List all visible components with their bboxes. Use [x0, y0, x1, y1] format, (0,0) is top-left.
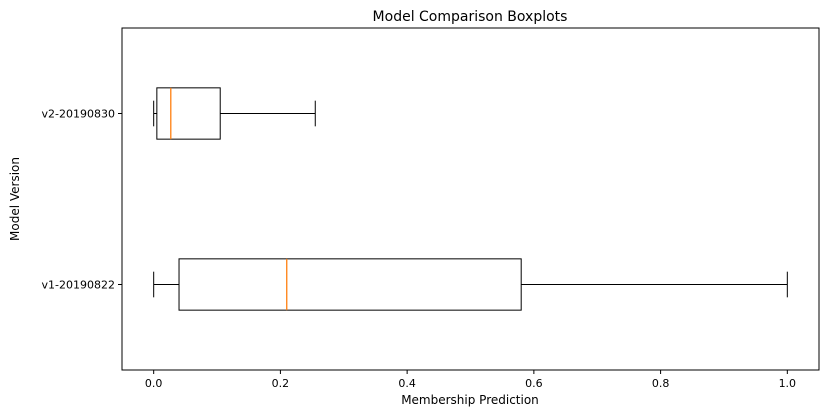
y-axis-label: Model Version: [8, 157, 22, 241]
plot-area: 0.0 0.2 0.4 0.6 0.8 1.0 v1-20190822 v2-20190830: [42, 27, 820, 390]
y-tick-label: v1-20190822: [42, 279, 115, 292]
box: [156, 87, 221, 140]
x-tick-label: 0.8: [652, 377, 670, 390]
chart-title: Model Comparison Boxplots: [373, 9, 568, 25]
x-tick-label: 0.6: [525, 377, 543, 390]
x-tick-label: 0.0: [145, 377, 163, 390]
x-tick-label: 0.4: [398, 377, 416, 390]
plot-frame: [121, 27, 820, 371]
box: [178, 258, 522, 311]
y-tick-label: v2-20190830: [42, 108, 115, 121]
x-tick-label: 0.2: [272, 377, 290, 390]
x-tick-label: 1.0: [779, 377, 797, 390]
x-axis-label: Membership Prediction: [401, 393, 539, 407]
